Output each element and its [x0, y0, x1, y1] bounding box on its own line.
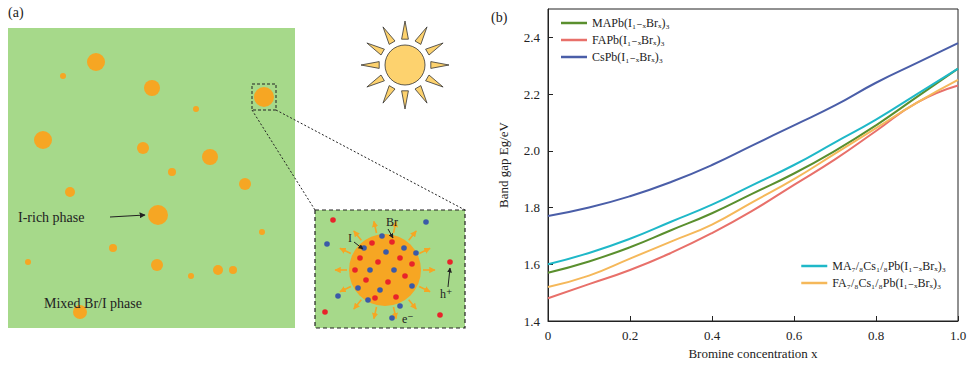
svg-text:FAPb(I₁₋ₓBrₓ)₃: FAPb(I₁₋ₓBrₓ)₃: [592, 33, 665, 47]
svg-text:0.8: 0.8: [868, 328, 884, 343]
svg-text:FA₇/₈Cs₁/₈Pb(I₁₋ₓBrₓ)₃: FA₇/₈Cs₁/₈Pb(I₁₋ₓBrₓ)₃: [832, 276, 941, 290]
svg-text:Mixed Br/I phase: Mixed Br/I phase: [44, 296, 142, 311]
svg-text:MAPb(I₁₋ₓBrₓ)₃: MAPb(I₁₋ₓBrₓ)₃: [592, 16, 670, 30]
svg-text:I: I: [348, 231, 352, 245]
svg-text:Br: Br: [386, 215, 398, 229]
svg-text:2.0: 2.0: [524, 143, 540, 158]
svg-text:e⁻: e⁻: [402, 312, 414, 326]
svg-text:2.2: 2.2: [524, 87, 540, 102]
svg-text:1.0: 1.0: [950, 328, 966, 343]
svg-text:0.4: 0.4: [704, 328, 721, 343]
svg-text:h⁺: h⁺: [440, 287, 452, 301]
svg-text:Bromine concentration x: Bromine concentration x: [688, 346, 818, 361]
svg-text:CsPb(I₁₋ₓBrₓ)₃: CsPb(I₁₋ₓBrₓ)₃: [592, 50, 663, 64]
svg-text:(a): (a): [8, 5, 24, 21]
svg-text:Band gap Eg/eV: Band gap Eg/eV: [496, 121, 511, 208]
svg-text:1.4: 1.4: [524, 314, 541, 329]
svg-text:(b): (b): [491, 10, 508, 26]
svg-text:0.6: 0.6: [786, 328, 803, 343]
svg-text:MA₇/₈Cs₁/₈Pb(I₁₋ₓBrₓ)₃: MA₇/₈Cs₁/₈Pb(I₁₋ₓBrₓ)₃: [832, 259, 946, 273]
svg-text:2.4: 2.4: [524, 30, 541, 45]
svg-text:1.8: 1.8: [524, 200, 540, 215]
svg-text:0.2: 0.2: [622, 328, 638, 343]
svg-text:I-rich phase: I-rich phase: [18, 210, 84, 225]
svg-text:1.6: 1.6: [524, 257, 541, 272]
svg-text:0: 0: [545, 328, 552, 343]
